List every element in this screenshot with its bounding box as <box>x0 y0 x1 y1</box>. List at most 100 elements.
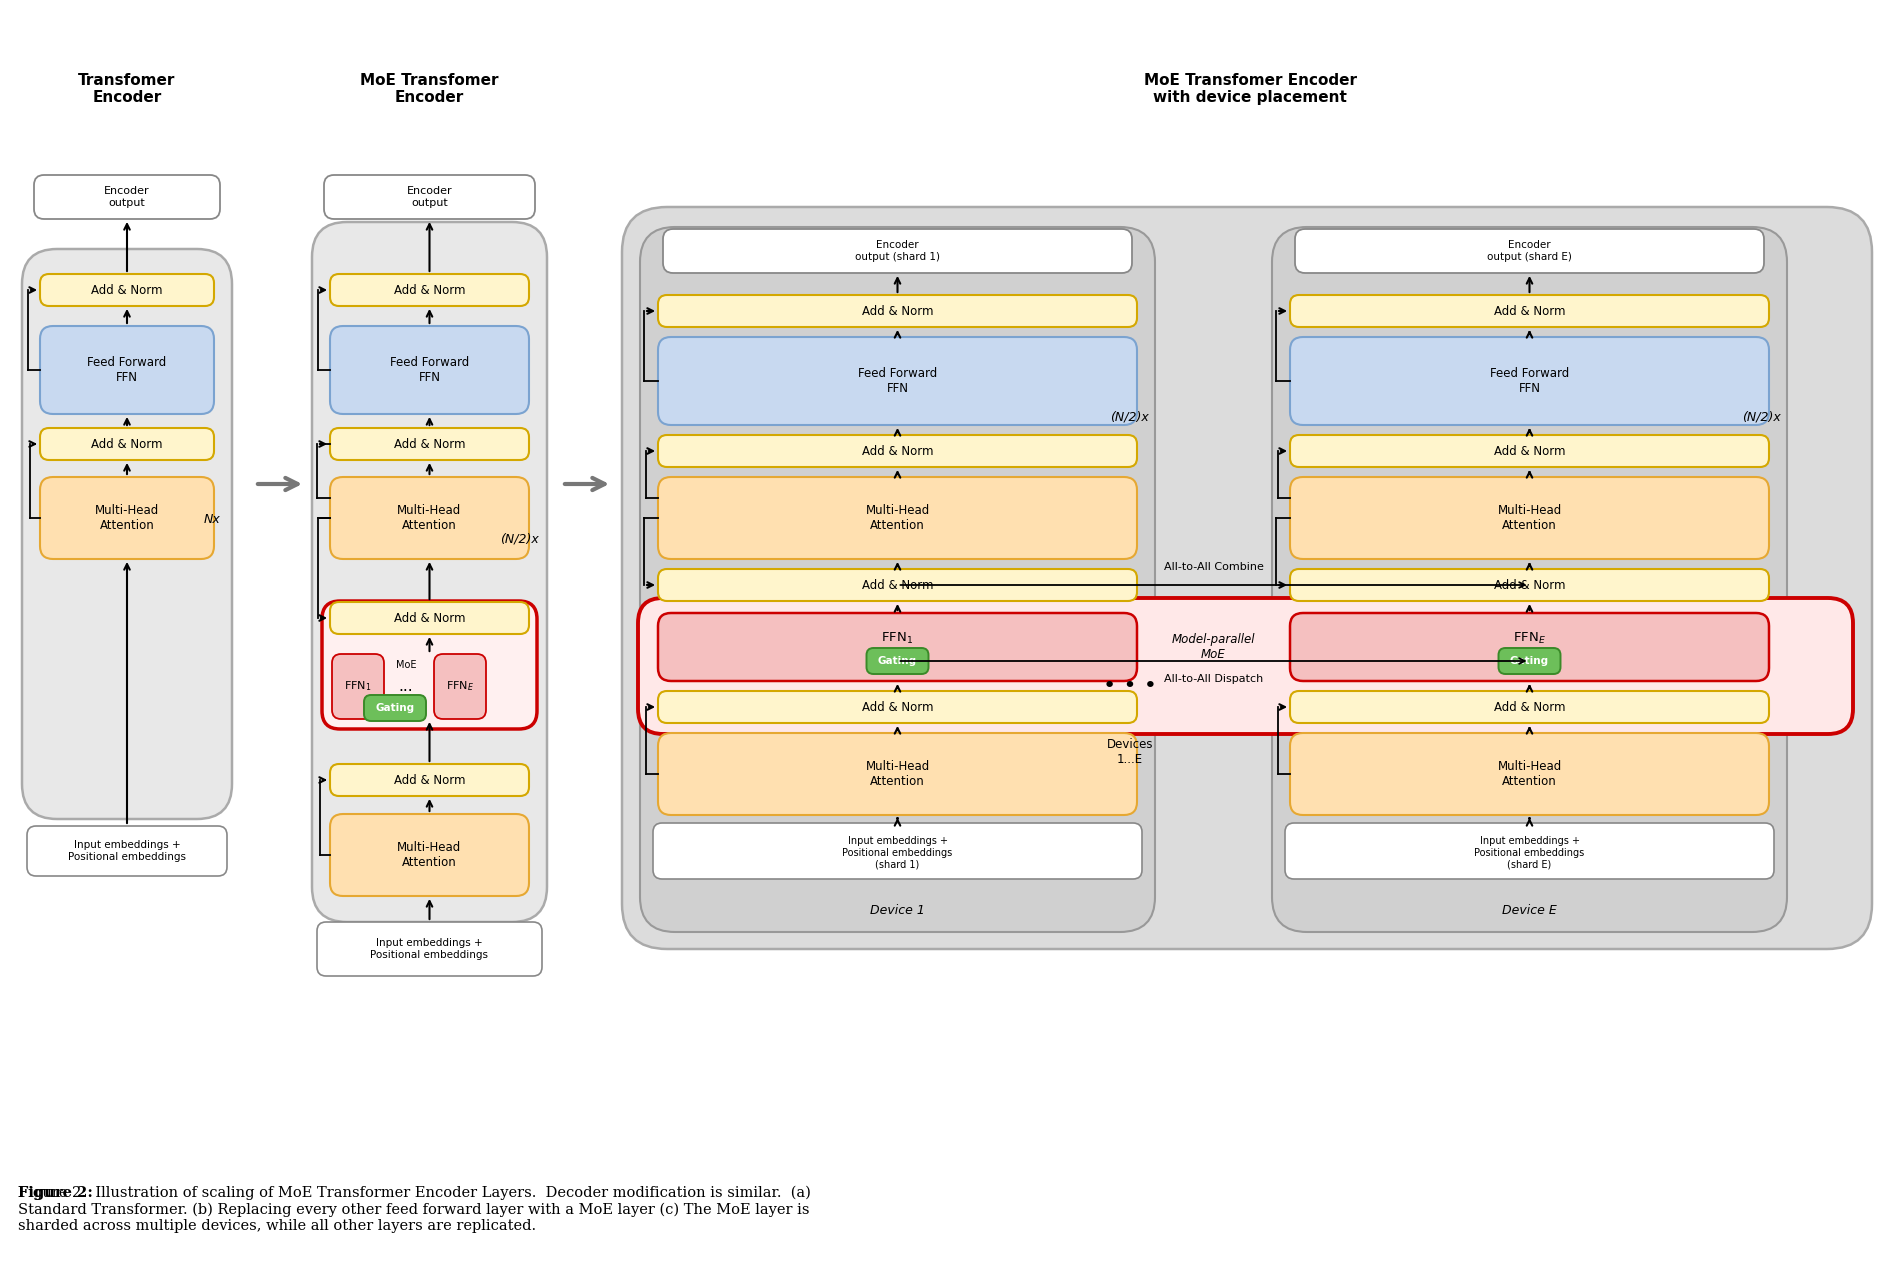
FancyBboxPatch shape <box>324 175 535 219</box>
FancyBboxPatch shape <box>1290 569 1769 601</box>
FancyBboxPatch shape <box>662 229 1131 273</box>
FancyBboxPatch shape <box>312 222 547 922</box>
FancyBboxPatch shape <box>653 823 1143 879</box>
Text: Multi-Head
Attention: Multi-Head Attention <box>1497 761 1561 789</box>
Text: Encoder
output (shard 1): Encoder output (shard 1) <box>855 241 940 261</box>
Text: Devices
1...E: Devices 1...E <box>1107 738 1154 766</box>
Text: Gating: Gating <box>1510 656 1550 666</box>
Text: Add & Norm: Add & Norm <box>861 578 933 591</box>
Text: ...: ... <box>399 679 412 694</box>
Text: Multi-Head
Attention: Multi-Head Attention <box>865 505 929 533</box>
Text: FFN$_1$: FFN$_1$ <box>344 679 371 693</box>
Text: Device 1: Device 1 <box>870 903 925 916</box>
Text: FFN$_E$: FFN$_E$ <box>1514 632 1546 646</box>
Text: Add & Norm: Add & Norm <box>1495 578 1565 591</box>
FancyBboxPatch shape <box>1290 613 1769 682</box>
Text: Figure 2:  Illustration of scaling of MoE Transformer Encoder Layers.  Decoder m: Figure 2: Illustration of scaling of MoE… <box>19 1186 812 1233</box>
Text: Transfomer
Encoder: Transfomer Encoder <box>78 73 176 106</box>
Text: Device E: Device E <box>1502 903 1557 916</box>
Text: Add & Norm: Add & Norm <box>91 284 163 297</box>
FancyBboxPatch shape <box>329 603 530 634</box>
FancyBboxPatch shape <box>638 598 1852 734</box>
Text: Multi-Head
Attention: Multi-Head Attention <box>397 841 462 869</box>
FancyBboxPatch shape <box>658 476 1137 559</box>
Text: Multi-Head
Attention: Multi-Head Attention <box>1497 505 1561 533</box>
FancyBboxPatch shape <box>318 922 541 976</box>
FancyBboxPatch shape <box>1290 434 1769 468</box>
Text: Add & Norm: Add & Norm <box>861 445 933 457</box>
Text: Feed Forward
FFN: Feed Forward FFN <box>390 355 469 383</box>
Text: Add & Norm: Add & Norm <box>861 701 933 713</box>
FancyBboxPatch shape <box>1498 648 1561 674</box>
FancyBboxPatch shape <box>639 227 1154 933</box>
Text: Add & Norm: Add & Norm <box>394 773 465 786</box>
FancyBboxPatch shape <box>23 248 233 819</box>
Text: Add & Norm: Add & Norm <box>394 437 465 451</box>
FancyBboxPatch shape <box>329 476 530 559</box>
FancyBboxPatch shape <box>433 654 486 719</box>
Text: Add & Norm: Add & Norm <box>1495 304 1565 317</box>
Text: Multi-Head
Attention: Multi-Head Attention <box>865 761 929 789</box>
Text: MoE Transfomer
Encoder: MoE Transfomer Encoder <box>359 73 499 106</box>
FancyBboxPatch shape <box>331 654 384 719</box>
Text: Input embeddings +
Positional embeddings: Input embeddings + Positional embeddings <box>371 938 488 959</box>
Text: Encoder
output: Encoder output <box>407 186 452 208</box>
Text: All-to-All Dispatch: All-to-All Dispatch <box>1164 674 1264 684</box>
Text: Add & Norm: Add & Norm <box>91 437 163 451</box>
FancyBboxPatch shape <box>1290 691 1769 724</box>
FancyBboxPatch shape <box>40 274 214 306</box>
Text: • • •: • • • <box>1103 676 1158 696</box>
FancyBboxPatch shape <box>1285 823 1775 879</box>
Text: Feed Forward
FFN: Feed Forward FFN <box>857 367 937 395</box>
Text: Figure 2:: Figure 2: <box>19 1186 93 1200</box>
FancyBboxPatch shape <box>658 691 1137 724</box>
FancyBboxPatch shape <box>34 175 219 219</box>
FancyBboxPatch shape <box>658 434 1137 468</box>
FancyBboxPatch shape <box>658 296 1137 327</box>
FancyBboxPatch shape <box>329 814 530 896</box>
FancyBboxPatch shape <box>363 696 426 721</box>
Text: Add & Norm: Add & Norm <box>394 612 465 624</box>
FancyBboxPatch shape <box>658 338 1137 426</box>
FancyBboxPatch shape <box>622 206 1871 949</box>
Text: Model-parallel
MoE: Model-parallel MoE <box>1171 633 1254 661</box>
FancyBboxPatch shape <box>40 326 214 414</box>
Text: Add & Norm: Add & Norm <box>861 304 933 317</box>
Text: Encoder
output (shard E): Encoder output (shard E) <box>1487 241 1572 261</box>
Text: FFN$_E$: FFN$_E$ <box>447 679 475 693</box>
FancyBboxPatch shape <box>1271 227 1788 933</box>
FancyBboxPatch shape <box>658 733 1137 815</box>
Text: (N/2)x: (N/2)x <box>499 533 539 545</box>
FancyBboxPatch shape <box>1290 338 1769 426</box>
FancyBboxPatch shape <box>26 826 227 877</box>
FancyBboxPatch shape <box>329 274 530 306</box>
FancyBboxPatch shape <box>329 326 530 414</box>
FancyBboxPatch shape <box>867 648 929 674</box>
Text: Add & Norm: Add & Norm <box>394 284 465 297</box>
Text: Input embeddings +
Positional embeddings: Input embeddings + Positional embeddings <box>68 840 185 861</box>
Text: Add & Norm: Add & Norm <box>1495 701 1565 713</box>
Text: Multi-Head
Attention: Multi-Head Attention <box>95 505 159 533</box>
Text: Nx: Nx <box>202 512 219 525</box>
Text: FFN$_1$: FFN$_1$ <box>882 632 914 646</box>
FancyBboxPatch shape <box>322 601 537 729</box>
FancyBboxPatch shape <box>40 428 214 460</box>
Text: Input embeddings +
Positional embeddings
(shard 1): Input embeddings + Positional embeddings… <box>842 837 954 870</box>
FancyBboxPatch shape <box>329 428 530 460</box>
FancyBboxPatch shape <box>329 764 530 796</box>
Text: Multi-Head
Attention: Multi-Head Attention <box>397 505 462 533</box>
FancyBboxPatch shape <box>1290 296 1769 327</box>
FancyBboxPatch shape <box>1290 733 1769 815</box>
Text: Add & Norm: Add & Norm <box>1495 445 1565 457</box>
Text: MoE: MoE <box>395 660 416 670</box>
FancyBboxPatch shape <box>658 613 1137 682</box>
FancyBboxPatch shape <box>1294 229 1763 273</box>
FancyBboxPatch shape <box>658 569 1137 601</box>
Text: (N/2)x: (N/2)x <box>1111 410 1148 423</box>
Text: Feed Forward
FFN: Feed Forward FFN <box>87 355 166 383</box>
Text: All-to-All Combine: All-to-All Combine <box>1164 562 1264 572</box>
Text: Input embeddings +
Positional embeddings
(shard E): Input embeddings + Positional embeddings… <box>1474 837 1585 870</box>
Text: Gating: Gating <box>375 703 414 713</box>
FancyBboxPatch shape <box>40 476 214 559</box>
Text: MoE Transfomer Encoder
with device placement: MoE Transfomer Encoder with device place… <box>1143 73 1357 106</box>
